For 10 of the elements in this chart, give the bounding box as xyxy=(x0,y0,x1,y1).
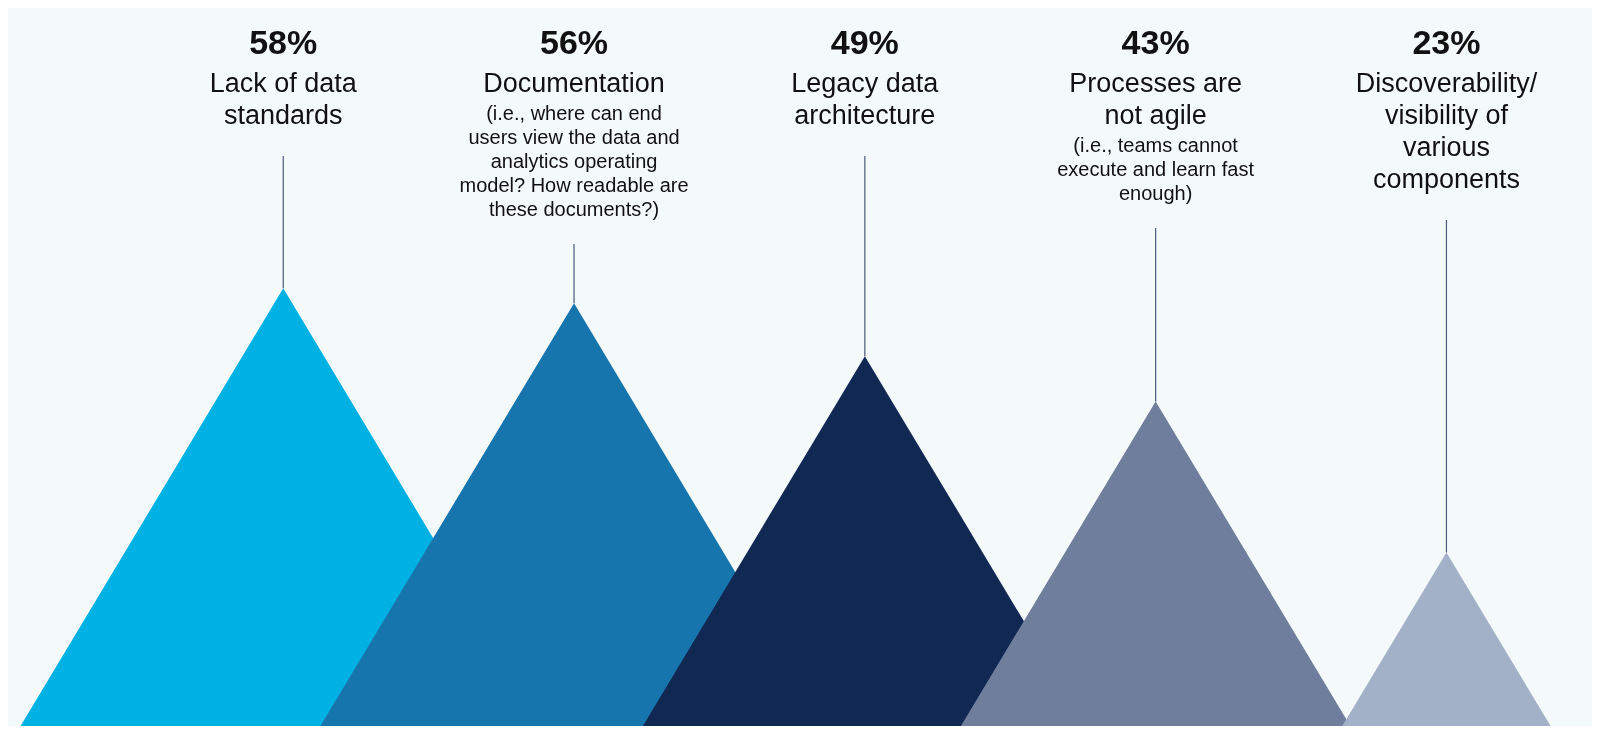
data-label: 49% xyxy=(830,23,899,61)
category-label: Documentation (i.e., where can end users view the data and analytics operating model? How readable are these documents?) xyxy=(459,68,689,220)
data-label: 58% xyxy=(249,23,318,61)
category-label: Legacy data architecture xyxy=(791,68,940,130)
data-label: 23% xyxy=(1412,23,1481,61)
data-label: 43% xyxy=(1121,23,1190,61)
category-label: Discoverability/ visibility of various components xyxy=(1355,68,1538,194)
category-label: Lack of data standards xyxy=(209,68,358,130)
category-label: Processes are not agile (i.e., teams cannot execute and learn fast enough) xyxy=(1057,68,1255,204)
data-label: 56% xyxy=(540,23,609,61)
